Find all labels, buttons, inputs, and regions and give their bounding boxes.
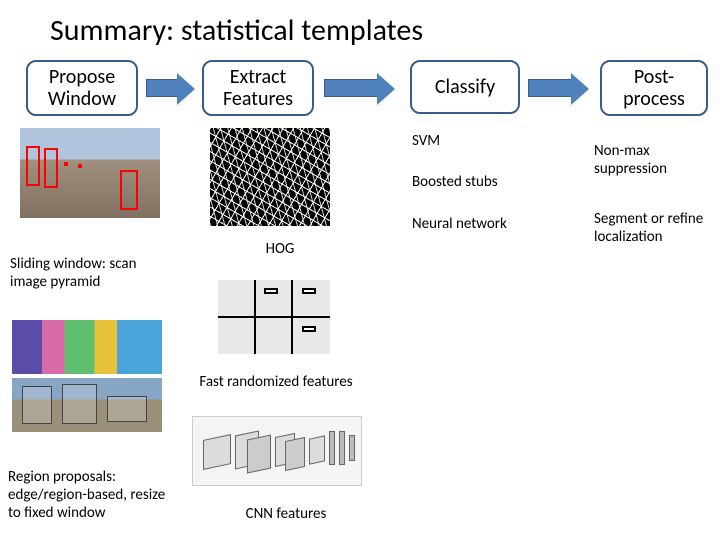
stage-postprocess: Post-process [600, 60, 708, 116]
stage-propose: Propose Window [26, 60, 138, 116]
region-proposals-label: Region proposals: edge/region-based, res… [8, 468, 178, 522]
street-scene-image [20, 128, 160, 218]
hog-label: HOG [250, 240, 310, 258]
segmentation-map-image [12, 320, 162, 374]
page-title: Summary: statistical templates [50, 12, 423, 49]
sliding-window-label: Sliding window: scan image pyramid [10, 255, 160, 291]
refine-label: Segment or refine localization [594, 210, 704, 246]
arrow-3 [528, 79, 576, 97]
stage-extract: Extract Features [202, 60, 314, 116]
stage-classify: Classify [410, 60, 520, 114]
nms-label: Non-max suppression [594, 142, 704, 178]
neural-network-label: Neural network [412, 215, 507, 233]
cnn-image [192, 416, 362, 486]
boosted-stubs-label: Boosted stubs [412, 173, 498, 191]
faces-image [218, 280, 330, 354]
arrow-2 [324, 79, 382, 97]
arrow-1 [146, 79, 182, 97]
cnn-label: CNN features [216, 505, 356, 523]
fast-randomized-label: Fast randomized features [186, 373, 366, 391]
segmentation-regions-image [12, 378, 162, 432]
svm-label: SVM [412, 132, 440, 150]
hog-image [210, 128, 330, 226]
